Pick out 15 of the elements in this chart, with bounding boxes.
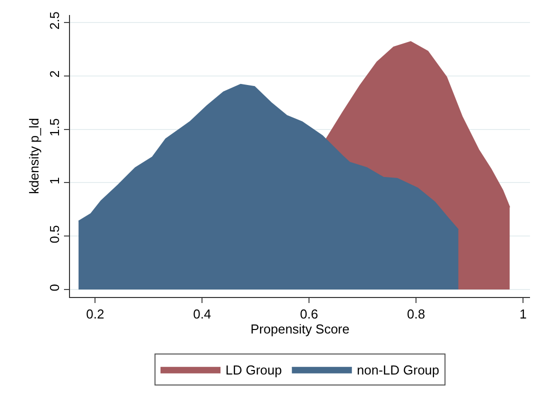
- y-tick-label: 1.5: [46, 118, 62, 136]
- y-tick-label: 0: [46, 284, 62, 292]
- legend-label: non-LD Group: [356, 362, 440, 378]
- x-tick-label: 0.2: [86, 306, 104, 322]
- y-tick-label: 2: [46, 70, 62, 78]
- x-tick-label: 1: [519, 306, 527, 322]
- x-axis-title: Propensity Score: [250, 322, 350, 337]
- y-tick-label: 1: [46, 177, 62, 184]
- y-tick-label: 0.5: [46, 225, 62, 244]
- y-tick-label: 2.5: [46, 11, 62, 30]
- legend-label: LD Group: [226, 362, 282, 378]
- y-axis-title: kdensity p_ld: [26, 118, 42, 194]
- x-tick-label: 0.4: [193, 306, 212, 322]
- x-tick-label: 0.6: [300, 306, 318, 322]
- x-tick-label: 0.8: [407, 306, 426, 322]
